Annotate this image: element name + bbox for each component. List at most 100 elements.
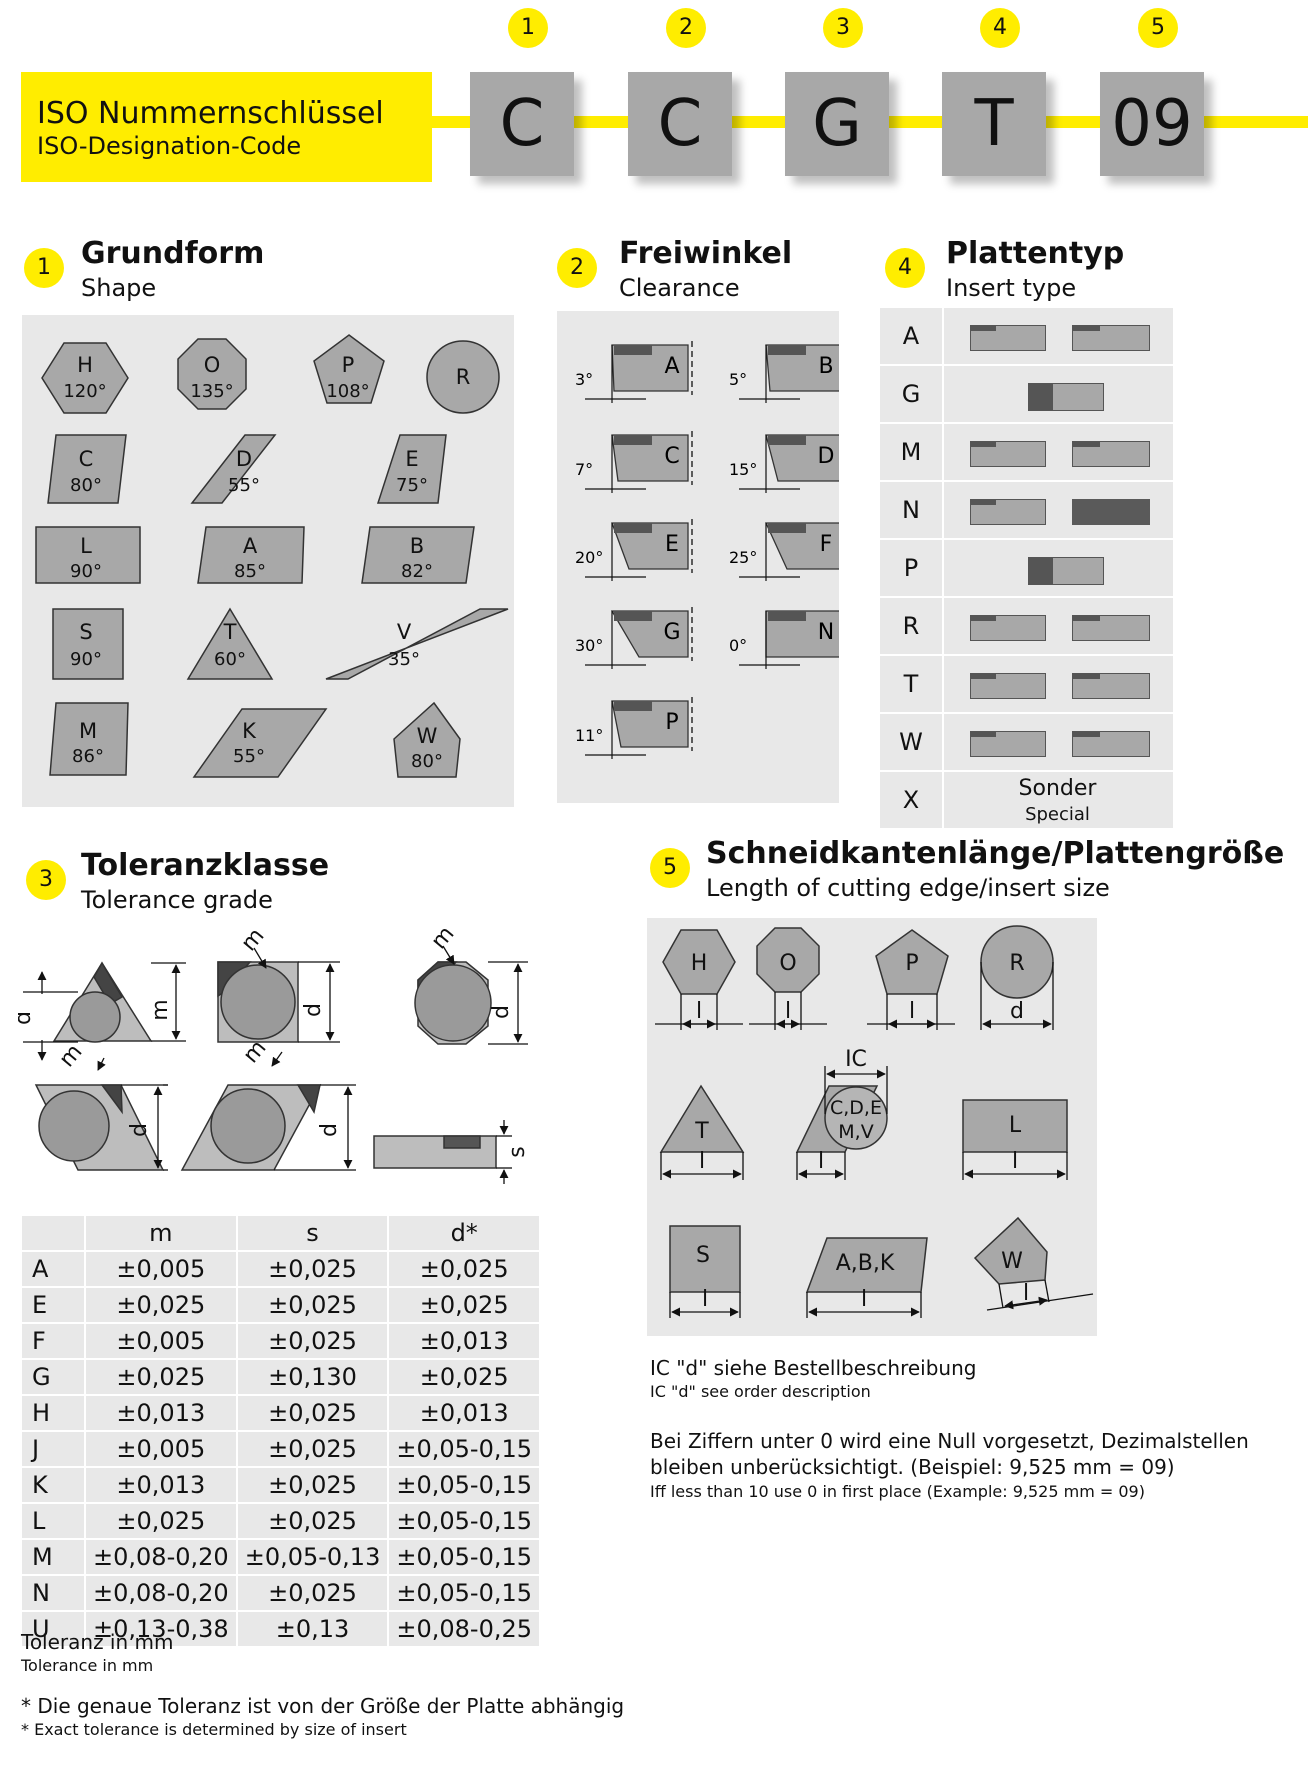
tolerance-cell-m: ±0,025 [85, 1503, 238, 1540]
shape-A [197, 526, 305, 584]
clearance-diagram: A 3° B 5° C 7° D 15° E 20° F 25° G 30° N 0° P 11° [575, 341, 839, 759]
clearance-item-A [585, 341, 693, 403]
tolerance-cell-s: ±0,05-0,13 [236, 1539, 390, 1576]
tolerance-cell-k: N [22, 1575, 86, 1612]
shape-K [192, 708, 328, 778]
shape-label-D: D [236, 447, 252, 471]
tol-d-3: d [489, 1005, 514, 1019]
insert-type-profile-P [942, 540, 1173, 596]
insert-type-table: A G M N P R T W X Sonder Special [880, 308, 1173, 830]
tolerance-cell-d: ±0,05-0,15 [388, 1539, 539, 1576]
clearance-angle-G: 30° [575, 636, 603, 655]
clearance-angle-N: 0° [729, 636, 747, 655]
shape-O [177, 338, 247, 410]
size-l-W: l [1023, 1281, 1029, 1306]
tolerance-cell-k: J [22, 1431, 86, 1468]
insert-type-special-en: Special [1025, 804, 1090, 825]
size-note1-de: IC "d" siehe Bestellbeschreibung [650, 1356, 977, 1380]
shape-label-S: S [79, 620, 92, 644]
shape-angle-H: 120° [63, 381, 106, 402]
insert-type-key: X [880, 772, 944, 828]
clearance-label-N: N [818, 620, 834, 645]
shape-D [190, 434, 277, 504]
insert-type-row-N: N [880, 482, 1173, 540]
size-label-O: O [779, 951, 796, 976]
insert-type-title: Plattentyp [946, 236, 1125, 271]
size-diagram: H O P R l l l d IC T C,D,E M,V L l l l S… [655, 925, 1094, 1318]
shape-angle-K: 55° [233, 746, 265, 767]
shape-angle-V: 35° [388, 649, 420, 670]
shape-S [52, 608, 124, 680]
shape-subtitle: Shape [81, 274, 157, 302]
size-label-T: T [694, 1119, 709, 1144]
tolerance-table: m s d* A ±0,005 ±0,025 ±0,025 E ±0,025 ±0,025 ±… [22, 1216, 539, 1648]
shape-label-O: O [204, 353, 221, 377]
shape-T [186, 607, 274, 680]
code-box-4: T [942, 72, 1046, 176]
tolerance-row-H: H ±0,013 ±0,025 ±0,013 [22, 1395, 539, 1432]
size-label-R: R [1009, 951, 1024, 976]
code-position-1: 1 [508, 8, 548, 48]
tolerance-cell-m: ±0,08-0,20 [85, 1575, 238, 1612]
tolerance-cell-s: ±0,025 [236, 1251, 390, 1288]
tolerance-cell-s: ±0,025 [236, 1467, 390, 1504]
insert-type-profile-G [942, 366, 1173, 422]
clearance-item-B [739, 344, 839, 403]
shape-label-T: T [223, 620, 237, 644]
code-box-3: G [785, 72, 889, 176]
size-d-R: d [1010, 999, 1024, 1024]
insert-type-row-T: T [880, 656, 1173, 714]
shape-label-R: R [456, 365, 471, 389]
size-label-ABK: A,B,K [836, 1251, 895, 1276]
shape-label-E: E [405, 447, 418, 471]
insert-type-key: N [880, 482, 944, 538]
insert-type-row-M: M [880, 424, 1173, 482]
size-label-IC: IC [845, 1047, 867, 1072]
tolerance-cell-s: ±0,13 [236, 1611, 390, 1648]
insert-type-profile-A [942, 308, 1173, 364]
size-title: Schneidkantenlänge/Plattengröße [706, 836, 1285, 871]
shape-title: Grundform [81, 236, 265, 271]
tol-d-1: d [18, 1011, 36, 1025]
tol-d-5: d [317, 1123, 342, 1137]
shape-label-W: W [417, 724, 438, 748]
tolerance-cell-d: ±0,08-0,25 [388, 1611, 539, 1648]
tol-m-2: m [237, 924, 270, 956]
tolerance-cell-k: F [22, 1323, 86, 1360]
clearance-title: Freiwinkel [619, 236, 793, 271]
insert-type-key: T [880, 656, 944, 712]
insert-type-row-P: P [880, 540, 1173, 598]
insert-type-row-W: W [880, 714, 1173, 772]
size-l-ABK: l [861, 1287, 867, 1312]
clearance-angle-C: 7° [575, 460, 593, 479]
clearance-label-D: D [818, 444, 835, 469]
code-position-3: 3 [823, 8, 863, 48]
tolerance-cell-m: ±0,005 [85, 1431, 238, 1468]
shape-R [426, 340, 500, 414]
shape-P [313, 334, 385, 404]
tolerance-row-F: F ±0,005 ±0,025 ±0,013 [22, 1323, 539, 1360]
insert-type-key: A [880, 308, 944, 364]
tolerance-cell-d: ±0,025 [388, 1359, 539, 1396]
shape-angle-L: 90° [70, 561, 102, 582]
size-note2-de: Bei Ziffern unter 0 wird eine Null vorge… [650, 1429, 1249, 1479]
insert-type-profile-N [942, 482, 1173, 538]
tolerance-cell-k: E [22, 1287, 86, 1324]
clearance-label-G: G [663, 620, 680, 645]
clearance-label-F: F [820, 532, 833, 557]
tolerance-cell-m: ±0,013 [85, 1467, 238, 1504]
shape-L [35, 526, 141, 584]
tolerance-cell-k: L [22, 1503, 86, 1540]
shape-E [376, 434, 447, 504]
shape-angle-D: 55° [228, 475, 260, 496]
clearance-label-C: C [664, 444, 679, 469]
shape-label-K: K [242, 719, 257, 743]
size-l-S: l [702, 1287, 708, 1312]
clearance-label-P: P [665, 710, 678, 735]
insert-type-row-A: A [880, 308, 1173, 366]
tolerance-row-M: M ±0,08-0,20 ±0,05-0,13 ±0,05-0,15 [22, 1539, 539, 1576]
size-l-P: l [909, 999, 915, 1024]
header-m: m [85, 1216, 238, 1252]
shape-label-P: P [342, 353, 355, 377]
tolerance-cell-d: ±0,025 [388, 1251, 539, 1288]
